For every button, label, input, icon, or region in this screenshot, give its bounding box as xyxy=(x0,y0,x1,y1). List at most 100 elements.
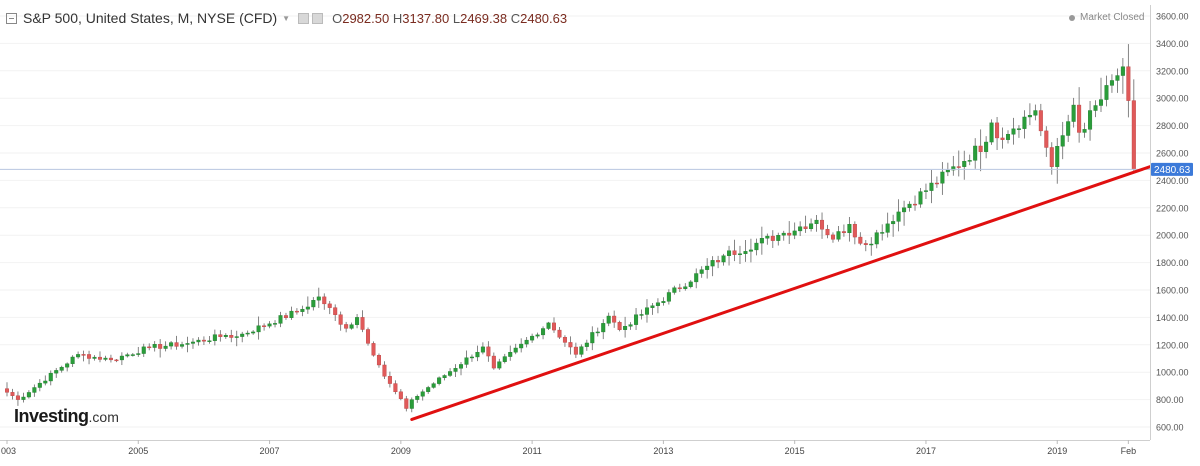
candle xyxy=(716,260,721,263)
candle xyxy=(311,300,316,308)
candle xyxy=(891,221,896,225)
candle xyxy=(513,347,518,353)
candle xyxy=(940,171,945,184)
y-tick-label: 3200.00 xyxy=(1156,66,1189,76)
candle xyxy=(956,166,961,168)
candle xyxy=(628,324,633,327)
symbol-title[interactable]: S&P 500, United States, M, NYSE (CFD) xyxy=(23,10,278,26)
candle xyxy=(426,387,431,392)
candle xyxy=(579,346,584,355)
candle xyxy=(907,203,912,208)
candle xyxy=(1055,146,1060,167)
candle xyxy=(1126,66,1131,101)
candle xyxy=(590,332,595,344)
candle xyxy=(453,368,458,372)
candle xyxy=(305,306,310,310)
market-status: Market Closed xyxy=(1069,12,1144,23)
candle xyxy=(442,375,447,378)
candle xyxy=(459,364,464,369)
candle xyxy=(147,346,152,349)
candle xyxy=(951,166,956,171)
candle xyxy=(234,336,239,338)
y-tick-label: 2600.00 xyxy=(1156,149,1189,159)
candle xyxy=(1077,104,1082,133)
candle xyxy=(398,391,403,399)
candle xyxy=(431,383,436,388)
candle xyxy=(21,396,26,400)
candle xyxy=(820,219,825,230)
candle xyxy=(699,269,704,274)
candle xyxy=(1033,110,1038,116)
chart-header: S&P 500, United States, M, NYSE (CFD) ▼ … xyxy=(6,8,567,28)
candle xyxy=(256,325,261,333)
candle xyxy=(1044,130,1049,148)
candle xyxy=(289,310,294,318)
ohlc-readout: O2982.50 H3137.80 L2469.38 C2480.63 xyxy=(332,11,567,26)
candle xyxy=(913,203,918,206)
candle xyxy=(92,356,97,359)
candle xyxy=(294,310,299,313)
x-tick-label: 2011 xyxy=(522,446,541,456)
candle xyxy=(245,332,250,335)
candle xyxy=(776,234,781,241)
candle xyxy=(32,387,37,393)
candle xyxy=(880,232,885,234)
gear-icon[interactable] xyxy=(312,12,324,24)
candle xyxy=(1016,128,1021,130)
candle xyxy=(119,355,124,361)
candle xyxy=(655,302,660,306)
candle xyxy=(486,346,491,357)
candle xyxy=(1000,137,1005,140)
candle xyxy=(322,296,327,305)
candle xyxy=(918,191,923,205)
candle xyxy=(480,346,485,353)
candle xyxy=(37,382,42,388)
candle xyxy=(639,314,644,316)
candle xyxy=(497,361,502,369)
candle xyxy=(240,333,245,337)
candle xyxy=(1082,129,1087,133)
chevron-down-icon[interactable]: ▼ xyxy=(282,13,291,23)
x-tick-label: 2015 xyxy=(785,446,805,456)
candle xyxy=(1011,128,1016,135)
low-label: L xyxy=(452,10,461,26)
candle xyxy=(218,334,223,337)
x-tick-label: Feb xyxy=(1121,446,1137,456)
candle xyxy=(847,224,852,234)
x-tick-label: 2013 xyxy=(653,446,673,456)
y-tick-label: 1000.00 xyxy=(1156,368,1189,378)
candle xyxy=(973,145,978,161)
candle xyxy=(201,339,206,342)
candle xyxy=(606,315,611,324)
candle xyxy=(316,296,321,301)
candle xyxy=(283,315,288,318)
candle xyxy=(896,211,901,222)
candle xyxy=(15,395,20,400)
candle xyxy=(207,340,212,342)
x-tick-label: 2019 xyxy=(1047,446,1067,456)
candle xyxy=(792,230,797,236)
candle xyxy=(1038,110,1043,132)
candle xyxy=(841,231,846,234)
candle xyxy=(1066,121,1071,136)
candle xyxy=(212,334,217,341)
x-tick-label: 003 xyxy=(1,446,16,456)
candle xyxy=(1027,115,1032,118)
candle xyxy=(163,345,168,349)
candle xyxy=(573,346,578,355)
candle xyxy=(125,354,130,357)
candle xyxy=(251,331,256,334)
logo-brand: Investing xyxy=(14,406,89,426)
candle xyxy=(437,377,442,384)
candle xyxy=(874,232,879,245)
candle xyxy=(519,343,524,349)
candle xyxy=(694,273,699,283)
collapse-icon[interactable] xyxy=(6,12,17,24)
high-value: 3137.80 xyxy=(402,10,450,26)
candle xyxy=(787,232,792,236)
candle xyxy=(190,341,195,344)
settings-icon[interactable] xyxy=(298,12,310,24)
candle xyxy=(923,190,928,192)
